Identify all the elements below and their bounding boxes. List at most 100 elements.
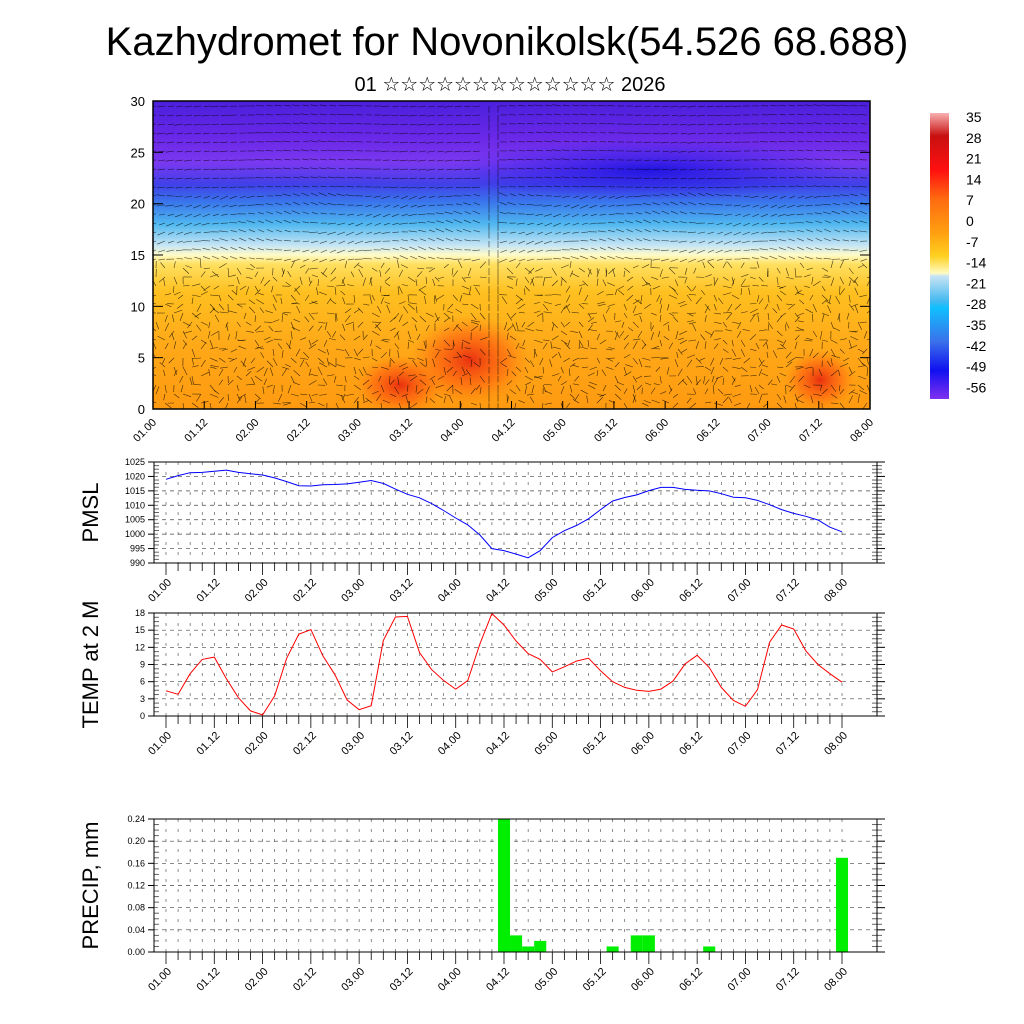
wind-vector [776, 339, 784, 343]
wind-vector [534, 375, 544, 379]
wind-vector [456, 351, 463, 359]
wind-vector [589, 104, 598, 107]
wind-vector [443, 263, 449, 269]
wind-vector [157, 150, 166, 153]
wind-vector [766, 342, 769, 350]
wind-vector [416, 271, 423, 278]
wind-vector [533, 301, 541, 305]
wind-vector [623, 354, 631, 359]
wind-vector [158, 276, 166, 283]
x-tick-label: 04.00 [436, 966, 464, 994]
wind-vector [256, 237, 265, 242]
wind-vector [201, 240, 211, 242]
wind-vector [634, 247, 643, 251]
wind-vector [632, 321, 639, 328]
wind-vector [758, 276, 764, 282]
wind-vector [859, 294, 868, 298]
wind-vector [392, 240, 400, 242]
wind-vector [759, 248, 769, 251]
wind-vector [734, 384, 742, 387]
wind-vector [734, 249, 742, 252]
wind-vector [688, 177, 697, 180]
wind-vector [769, 255, 778, 260]
wind-vector [710, 357, 715, 366]
wind-vector [553, 222, 562, 227]
wind-vector [752, 204, 760, 208]
wind-vector [410, 255, 418, 260]
wind-vector [433, 295, 436, 305]
wind-vector [392, 105, 400, 107]
wind-vector [153, 258, 157, 261]
wind-vector [589, 204, 598, 209]
wind-vector [794, 312, 799, 319]
wind-vector [284, 185, 292, 188]
wind-vector [293, 230, 301, 233]
wind-vector [242, 357, 247, 367]
wind-vector [805, 149, 814, 152]
wind-vector [623, 388, 628, 395]
wind-vector [184, 231, 193, 235]
wind-vector [464, 347, 472, 350]
wind-vector [621, 321, 625, 328]
wind-vector [579, 195, 589, 200]
wind-vector [285, 363, 292, 368]
wind-vector [797, 256, 805, 260]
wind-vector [560, 264, 569, 269]
wind-vector [758, 368, 763, 377]
wind-vector [336, 249, 346, 254]
wind-vector [804, 104, 814, 107]
wind-vector [389, 327, 396, 332]
wind-vector [384, 282, 391, 287]
wind-vector [320, 158, 328, 161]
wind-vector [292, 158, 301, 161]
wind-vector [813, 104, 823, 107]
wind-vector [849, 105, 859, 107]
chart-subtitle: 01 ☆☆☆☆☆☆☆☆☆☆☆☆☆ 2026 [355, 74, 666, 96]
wind-vector [518, 186, 526, 188]
wind-vector [153, 302, 157, 305]
wind-vector [579, 113, 589, 116]
wind-vector [848, 276, 856, 284]
wind-vector [554, 167, 562, 170]
x-tick-label: 05.12 [592, 417, 620, 445]
wind-vector [553, 113, 562, 116]
x-tick-label: 08.00 [822, 966, 850, 994]
wind-vector [344, 348, 350, 357]
wind-vector [416, 334, 421, 341]
wind-vector [518, 193, 526, 197]
wind-vector [479, 375, 485, 383]
wind-vector [615, 256, 625, 260]
wind-vector [282, 113, 292, 116]
wind-vector [839, 363, 849, 368]
wind-vector [770, 222, 778, 225]
wind-vector [840, 176, 850, 179]
wind-vector [358, 268, 364, 278]
wind-vector [463, 219, 472, 224]
wind-vector [796, 229, 805, 233]
wind-vector [211, 186, 220, 189]
wind-vector [526, 393, 535, 396]
wind-vector [809, 294, 814, 301]
wind-vector [814, 176, 823, 179]
wind-vector [355, 249, 364, 252]
wind-vector [804, 256, 814, 260]
wind-vector [623, 371, 632, 377]
wind-vector [213, 285, 220, 290]
wind-vector [842, 186, 850, 188]
wind-vector [758, 359, 765, 368]
wind-vector [238, 339, 247, 341]
wind-vector [275, 229, 283, 233]
wind-vector [416, 357, 424, 361]
wind-vector [643, 400, 652, 404]
wind-vector [506, 285, 514, 289]
wind-vector [607, 303, 616, 307]
wind-vector [542, 366, 544, 374]
wind-vector [822, 211, 832, 215]
wind-vector [705, 159, 715, 162]
wind-vector [196, 303, 202, 312]
wind-vector [526, 149, 535, 152]
wind-vector [515, 366, 522, 372]
wind-vector [794, 393, 799, 403]
wind-vector [646, 281, 652, 287]
wind-vector [671, 230, 679, 233]
